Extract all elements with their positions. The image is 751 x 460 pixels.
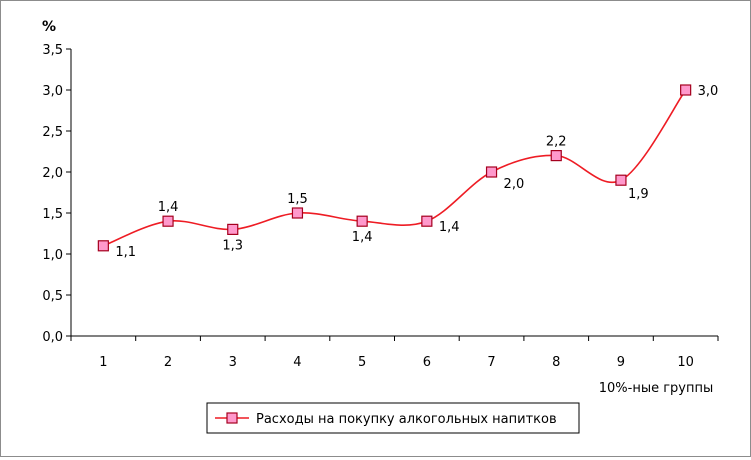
data-label: 3,0 — [698, 84, 719, 99]
data-point-marker — [291, 207, 304, 219]
x-tick-label: 2 — [164, 355, 172, 370]
data-point-marker — [97, 240, 109, 252]
series-line — [103, 89, 687, 247]
x-tick-label: 8 — [552, 355, 560, 370]
x-tick-label: 3 — [229, 355, 237, 370]
x-tick-labels: 1 2 3 4 5 6 7 8 9 10 — [99, 355, 694, 370]
data-point-marker — [421, 215, 433, 227]
x-axis-label: 10%-ные группы — [599, 381, 714, 396]
data-label: 2,0 — [504, 177, 525, 192]
legend-label: Расходы на покупку алкогольных напитков — [256, 412, 557, 427]
data-label: 1,4 — [439, 220, 460, 235]
data-label: 1,3 — [222, 238, 243, 253]
data-point-marker — [615, 174, 627, 186]
data-label: 1,4 — [158, 200, 179, 215]
y-tick-labels: 0,0 0,5 1,0 1,5 2,0 2,5 3,0 3,5 — [42, 43, 63, 345]
axes — [66, 48, 719, 341]
data-point-marker — [227, 223, 239, 235]
x-tick-label: 9 — [617, 355, 625, 370]
series-group — [97, 84, 692, 252]
y-tick-label: 1,5 — [42, 207, 63, 222]
legend: Расходы на покупку алкогольных напитков — [206, 402, 580, 434]
data-point-marker — [550, 150, 562, 162]
legend-marker-swatch — [226, 412, 238, 424]
x-tick-label: 6 — [423, 355, 431, 370]
x-tick-label: 10 — [677, 355, 694, 370]
data-label: 1,1 — [115, 245, 136, 260]
data-label: 1,9 — [628, 187, 649, 202]
data-label: 2,2 — [546, 135, 567, 150]
data-point-marker — [680, 84, 692, 96]
y-tick-label: 1,0 — [42, 248, 63, 263]
y-tick-label: 3,0 — [42, 84, 63, 99]
x-tick-label: 4 — [293, 355, 301, 370]
data-point-marker — [162, 215, 174, 227]
y-tick-label: 0,5 — [42, 289, 63, 304]
x-tick-label: 7 — [487, 355, 495, 370]
legend-box — [206, 402, 580, 434]
data-point-marker — [485, 166, 498, 178]
y-tick-label: 3,5 — [42, 43, 63, 58]
y-tick-label: 2,5 — [42, 125, 63, 140]
y-tick-label: 2,0 — [42, 166, 63, 181]
x-tick-label: 5 — [358, 355, 366, 370]
data-label: 1,5 — [287, 192, 308, 207]
y-axis-label: % — [42, 19, 56, 35]
data-labels: 1,1 1,4 1,3 1,5 1,4 1,4 2,0 2,2 1,9 3,0 — [115, 84, 718, 260]
data-label: 1,4 — [352, 230, 373, 245]
y-tick-label: 0,0 — [42, 330, 63, 345]
x-tick-label: 1 — [99, 355, 107, 370]
data-point-marker — [356, 215, 368, 227]
